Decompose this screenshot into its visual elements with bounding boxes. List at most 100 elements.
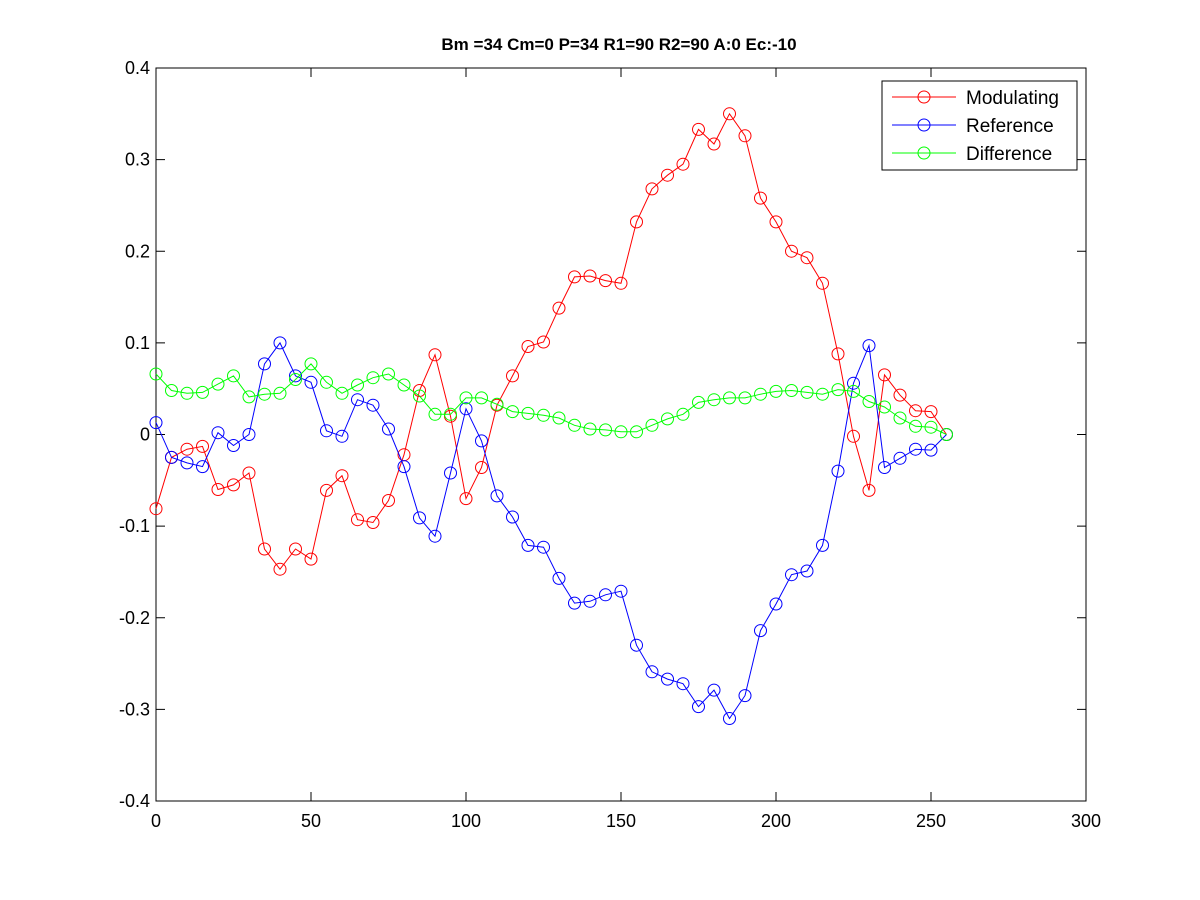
data-point [351,513,364,527]
x-tick-label: 200 [761,811,791,831]
legend-entry-difference: Difference [892,144,1052,165]
data-point [506,405,519,419]
data-point [909,419,922,433]
data-point [258,542,271,556]
data-point [583,422,597,436]
data-point [475,434,488,448]
data-point [165,384,178,397]
series-difference [149,357,953,441]
data-point [924,420,938,434]
data-point [304,357,318,371]
y-tick-label: -0.3 [119,699,150,719]
data-point [506,369,519,383]
data-point [847,376,860,390]
data-point [893,388,907,402]
data-point [196,385,209,399]
data-point [645,182,659,196]
data-point [428,348,442,362]
data-point [924,405,938,419]
y-tick-label: -0.1 [119,516,150,536]
data-point [289,369,302,383]
data-point [676,677,690,691]
data-point [831,383,845,397]
data-point [459,492,473,506]
data-point [909,404,922,418]
data-point [676,407,690,421]
data-point [320,375,333,389]
plot-area [155,67,1087,802]
data-point [816,276,829,290]
data-point [413,389,426,403]
legend-label: Reference [966,116,1054,137]
chart-title: Bm =34 Cm=0 P=34 R1=90 R2=90 A:0 Ec:-10 [441,35,796,54]
data-point [568,270,581,284]
data-point [335,386,349,400]
data-point [692,700,705,714]
data-point [382,422,395,436]
series-reference [149,336,953,725]
data-point [521,406,535,420]
data-point [149,502,163,516]
data-point [785,568,798,582]
data-point [723,712,736,725]
series-layer [149,107,953,725]
series-modulating [149,107,953,576]
data-point [800,385,814,399]
y-tick-label: -0.4 [119,791,150,811]
y-tick-label: 0.2 [125,241,150,261]
data-point [630,425,643,439]
data-point [816,538,829,552]
data-point [242,428,256,441]
data-point [552,571,566,585]
data-point [351,378,364,392]
data-point [459,402,473,416]
data-point [444,407,457,421]
data-point [661,672,674,686]
data-point [552,411,566,425]
data-point [428,529,442,543]
data-point [304,552,318,566]
legend-marker [917,118,931,132]
data-point [382,494,395,507]
data-point [506,510,519,524]
data-point [893,451,907,465]
x-tick-label: 250 [916,811,946,831]
data-point [754,624,767,638]
x-tick-label: 300 [1071,811,1101,831]
data-point [800,564,814,578]
data-point [583,594,597,608]
series-line-difference [155,363,947,435]
data-point [630,215,643,229]
x-tick-label: 50 [301,811,321,831]
data-point [769,215,783,229]
data-point [676,157,690,171]
data-point [847,384,860,398]
data-point [599,274,612,288]
data-point [707,393,721,407]
data-point [847,429,860,443]
data-point [878,368,891,382]
data-point [397,378,411,392]
data-point [490,397,504,411]
x-tick-label: 0 [151,811,161,831]
data-point [692,395,705,409]
data-point [754,191,767,205]
data-point [149,416,163,430]
x-tick-label: 150 [606,811,636,831]
data-point [552,301,566,315]
data-point [320,483,333,497]
data-point [180,386,194,400]
data-point [878,461,891,474]
data-point [614,425,628,439]
data-point [568,418,581,432]
data-point [707,683,721,697]
y-tick-label: 0.1 [125,333,150,353]
series-line-modulating [155,112,947,571]
data-point [599,423,612,437]
x-tick-label: 100 [451,811,481,831]
data-point [366,516,380,529]
data-point [940,428,953,441]
data-point [738,391,752,405]
